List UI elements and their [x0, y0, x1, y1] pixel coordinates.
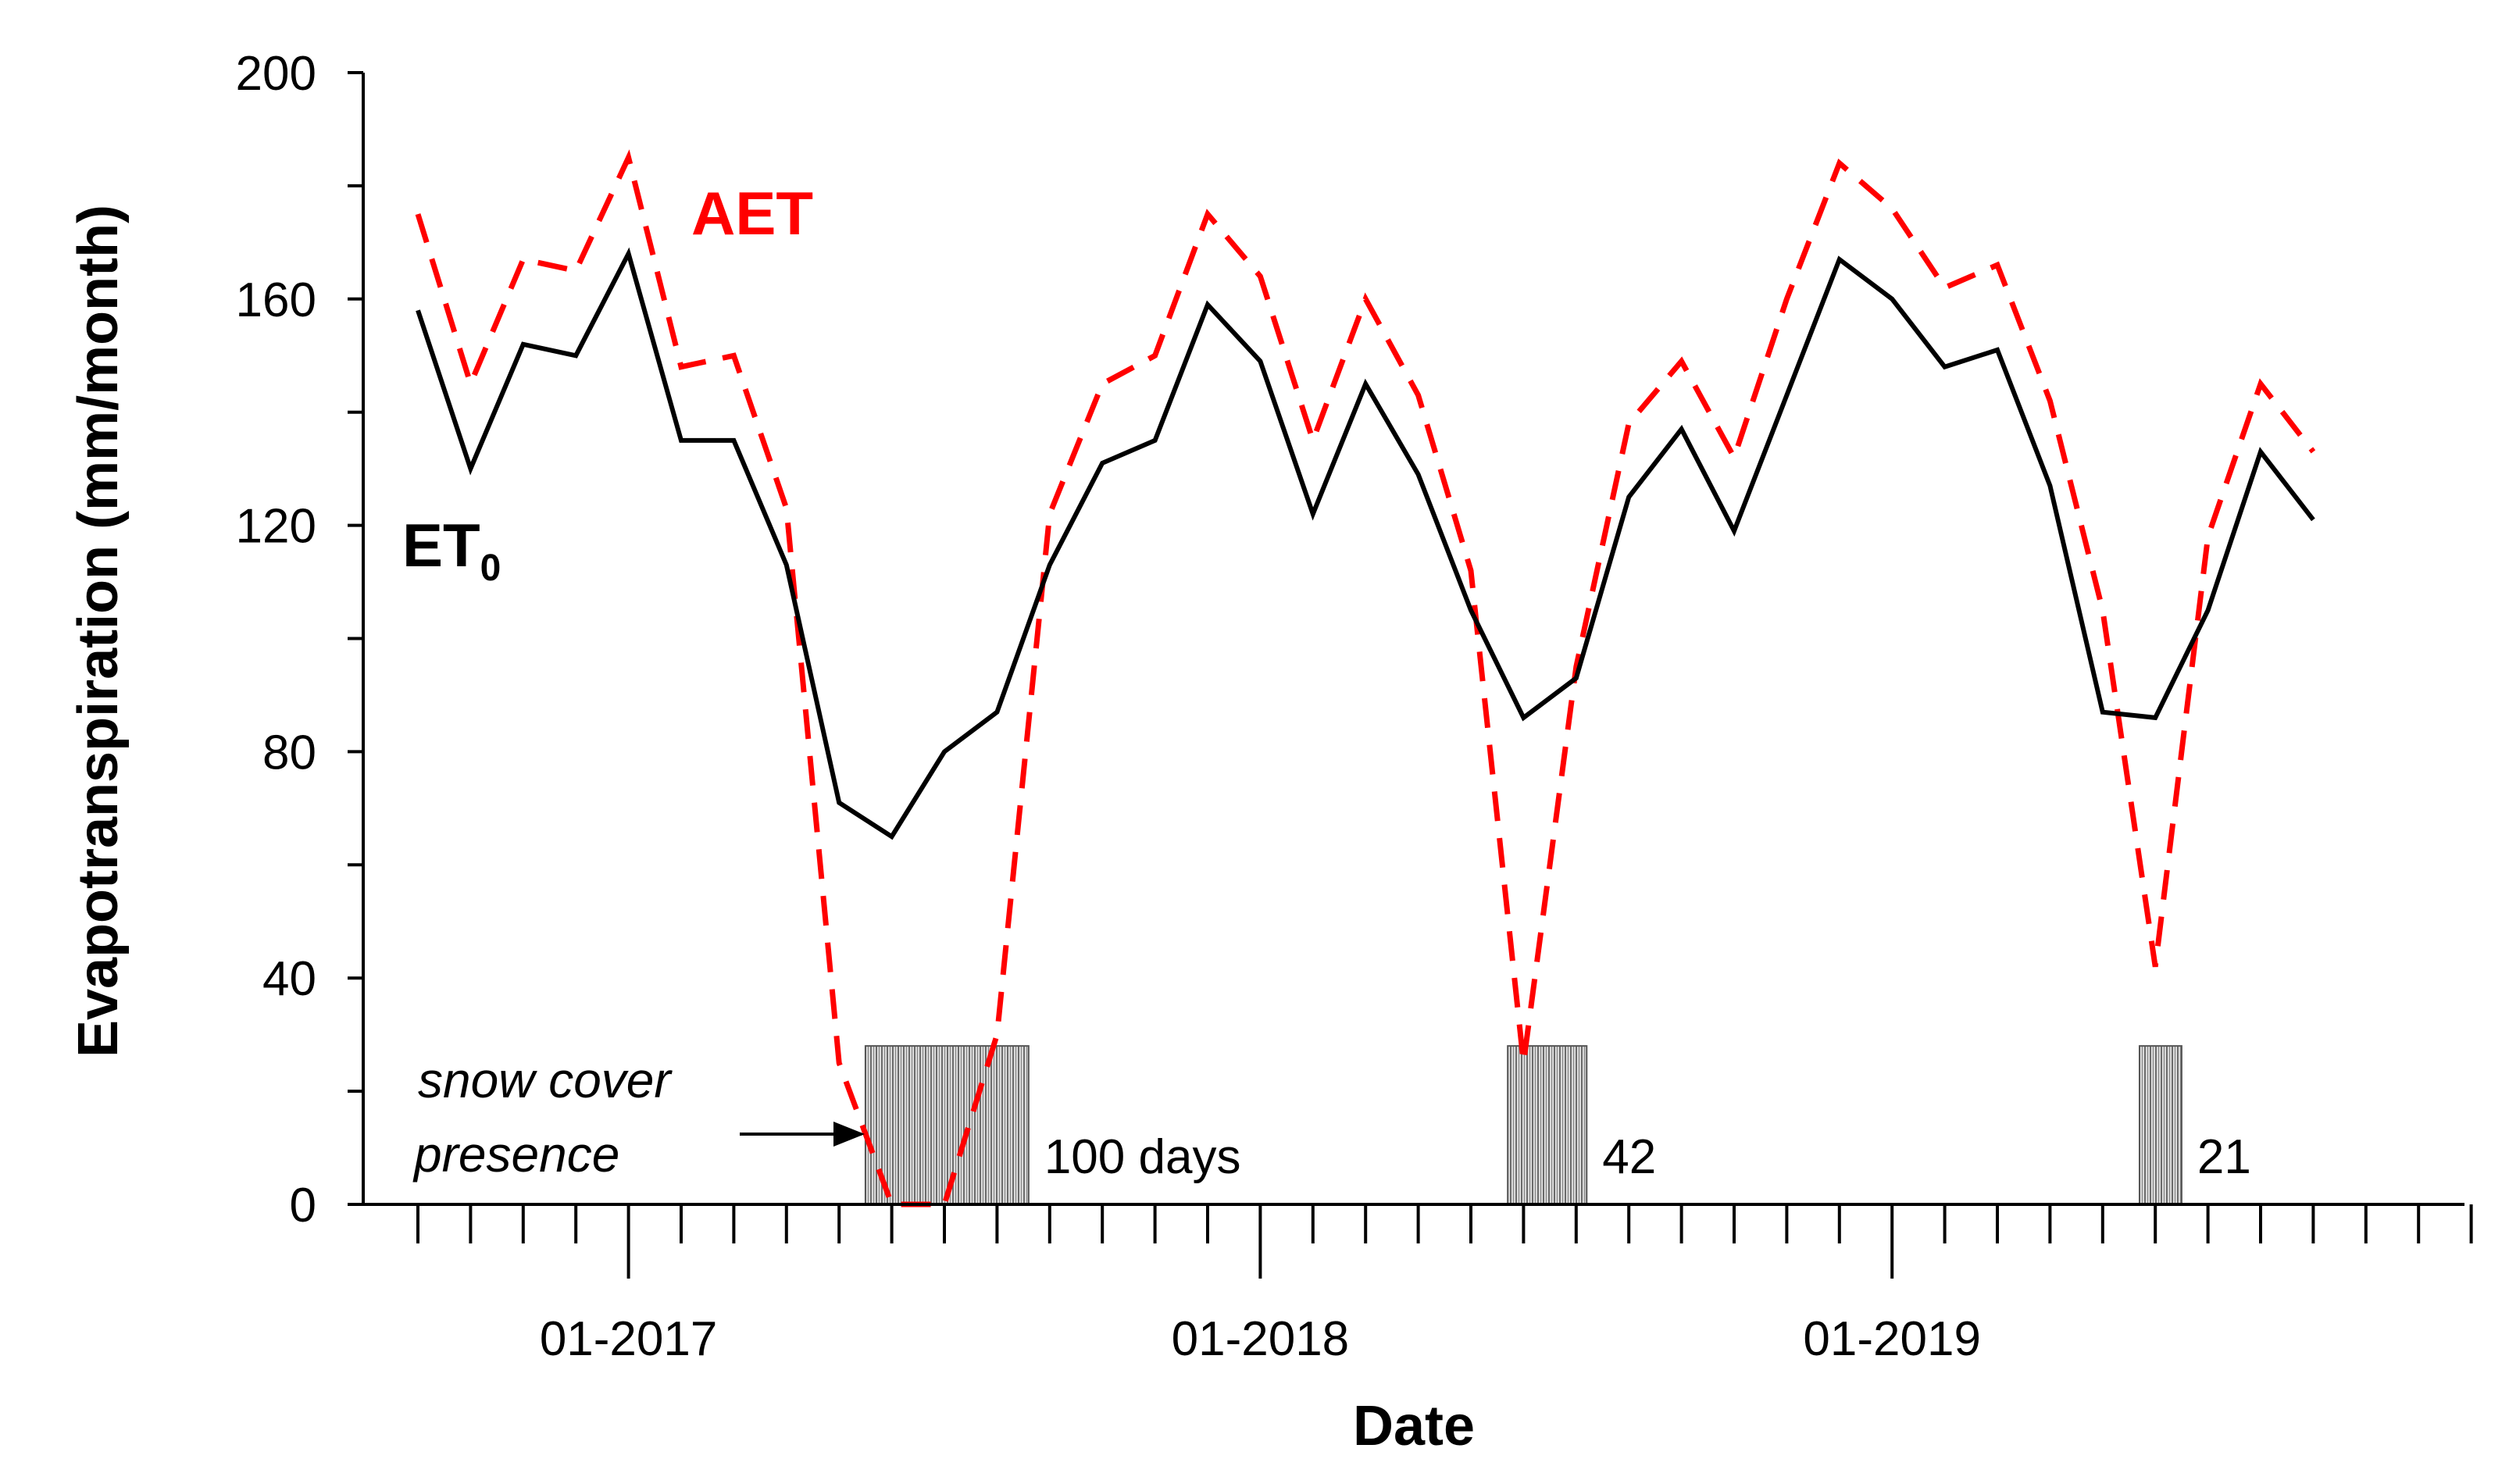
snow-cover-bar — [1507, 1045, 1588, 1206]
x-tick-label: 01-2019 — [1803, 1312, 1981, 1366]
y-axis-title: Evapotranspiration (mm/month) — [67, 205, 130, 1058]
annotation-line2: presence — [412, 1126, 619, 1183]
y-tick-label: 0 — [290, 1179, 316, 1233]
y-tick-label: 120 — [236, 500, 316, 554]
y-tick-label: 160 — [236, 273, 316, 327]
axes — [362, 73, 2464, 1206]
series-lines — [415, 149, 2316, 1208]
x-axis-title: Date — [1353, 1395, 1475, 1457]
series-label-et0: ET0 — [402, 511, 501, 589]
snow-cover-days-label: 21 — [2197, 1130, 2251, 1184]
y-tick-label: 80 — [262, 726, 316, 779]
y-tick-label: 40 — [262, 952, 316, 1006]
x-tick-label: 01-2018 — [1172, 1312, 1350, 1366]
x-tick-label: 01-2017 — [540, 1312, 718, 1366]
y-ticks: 0 40 80 120 160 200 — [236, 47, 363, 1233]
series-line-et — [416, 247, 2315, 840]
series-label-et0-main: ET — [402, 511, 480, 580]
snow-cover-days-label: 42 — [1602, 1130, 1656, 1184]
series-label-et0-subscript: 0 — [480, 548, 501, 589]
y-tick-label: 200 — [236, 47, 316, 101]
snow-cover-bar — [2138, 1045, 2182, 1206]
snow-cover-days-label: 100 days — [1044, 1130, 1241, 1184]
series-line-aet — [415, 149, 2316, 1208]
annotation-line1: snow cover — [418, 1052, 673, 1108]
snow-cover-bar — [864, 1045, 1030, 1206]
x-ticks: 01-2017 01-2018 01-2019 — [416, 1204, 2473, 1366]
series-label-aet: AET — [691, 179, 813, 248]
snow-cover-bars: 100 days 42 21 — [864, 1045, 2251, 1206]
